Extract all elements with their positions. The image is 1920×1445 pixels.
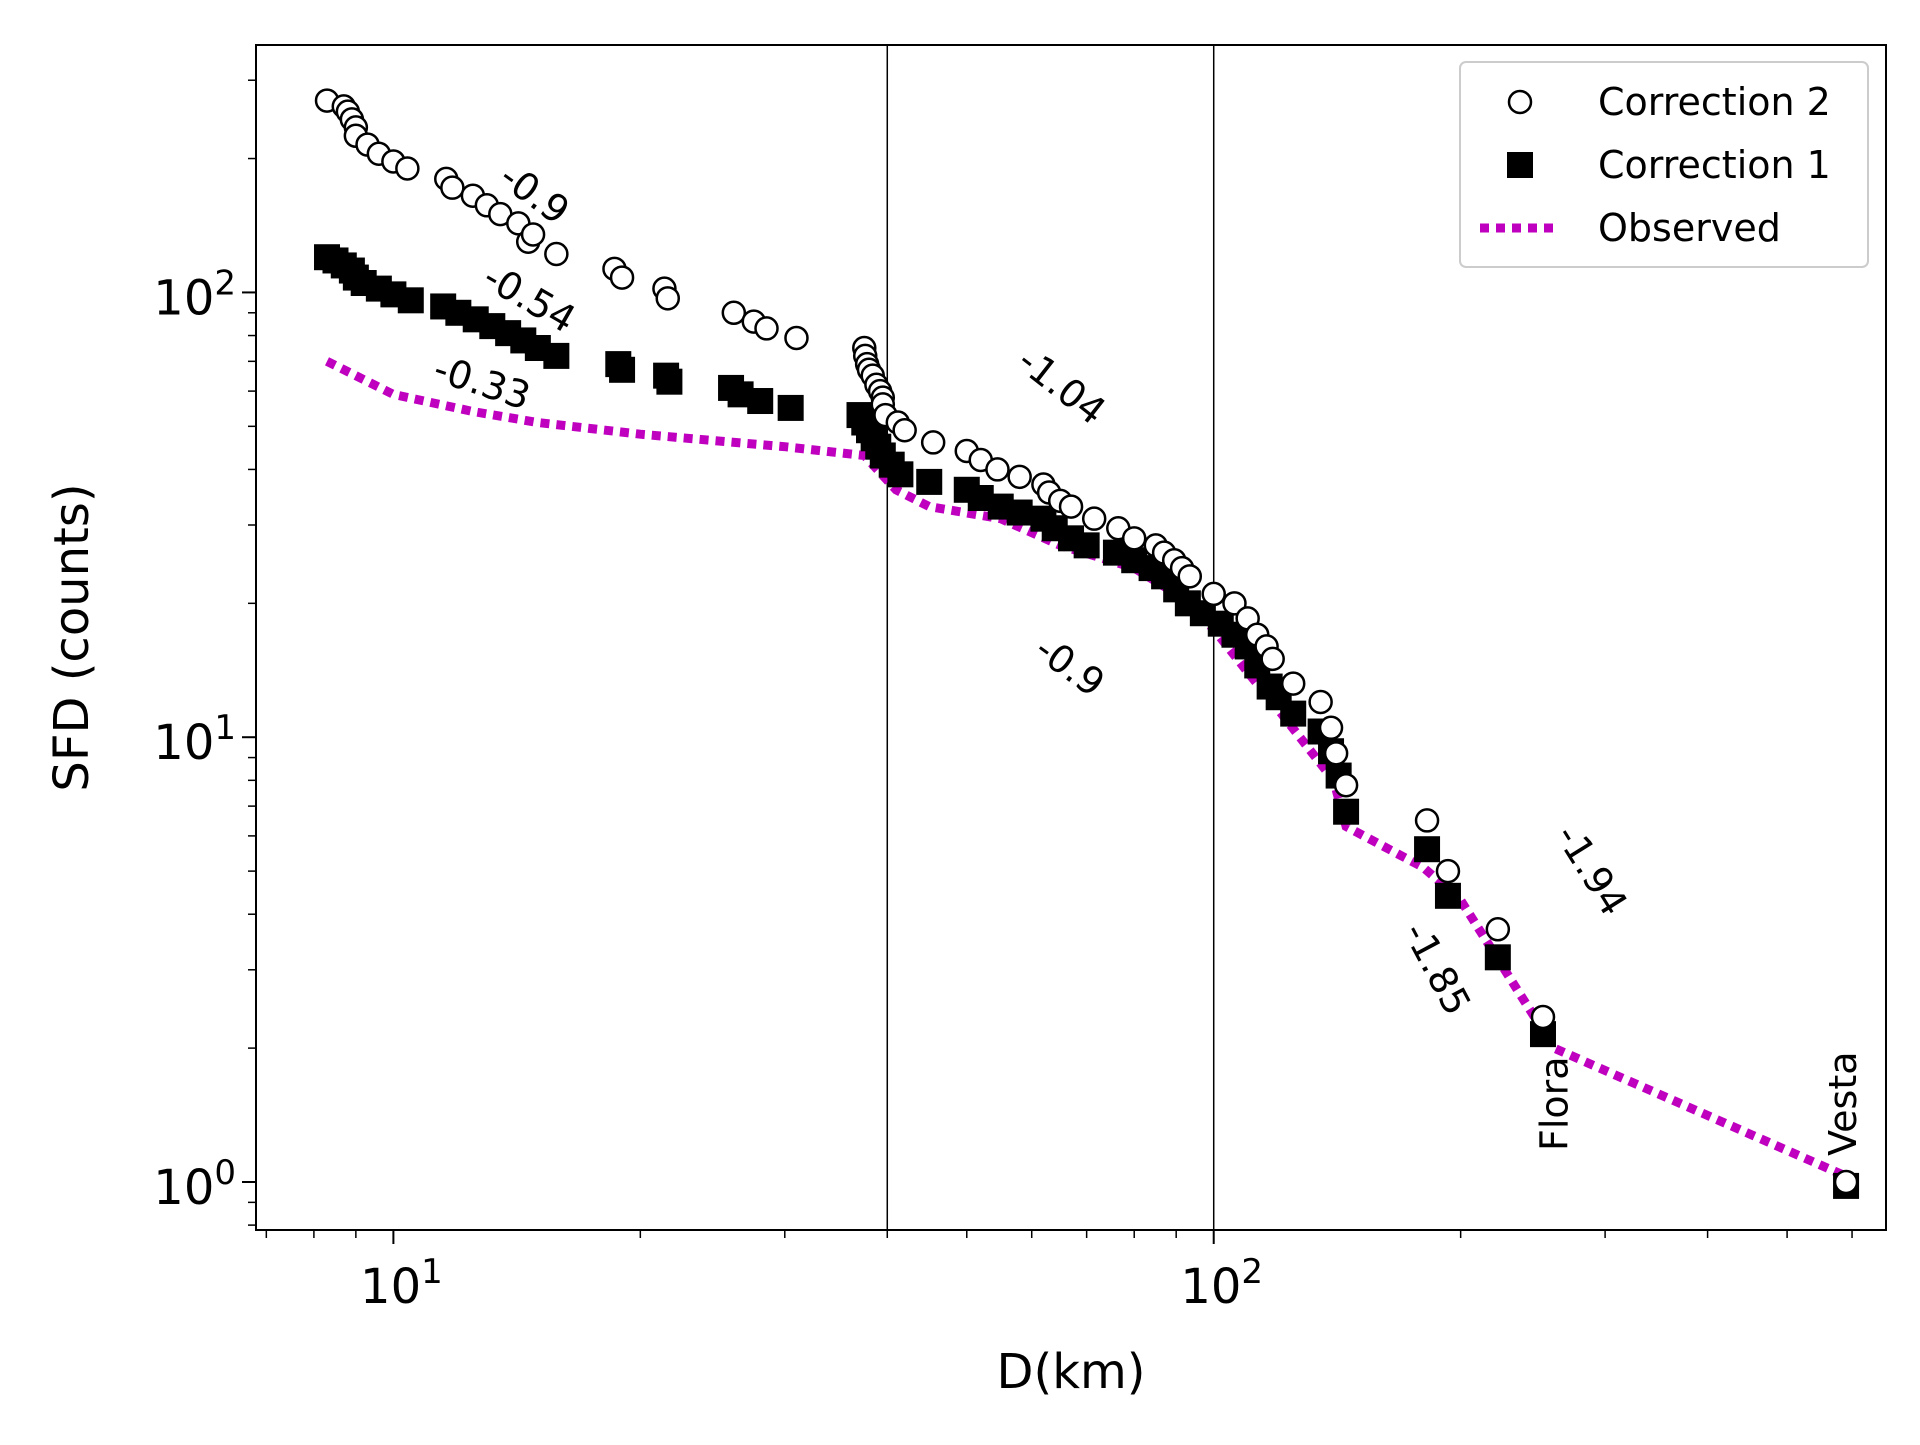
minor-ticks <box>248 79 1853 1238</box>
y-tick-label-2: 102 <box>153 263 236 326</box>
legend-entry-correction-1: Correction 1 <box>1507 143 1831 187</box>
series-observed <box>324 357 1848 1181</box>
data-point-correction-2-11 <box>440 175 465 200</box>
major-ticks <box>242 291 1215 1244</box>
data-point-correction-2-38 <box>892 417 917 443</box>
x-axis-label: D(km) <box>997 1344 1146 1400</box>
data-point-correction-2-25 <box>754 316 779 341</box>
legend-entry-correction-2: Correction 2 <box>1507 80 1831 124</box>
data-point-correction-2-61 <box>1260 646 1285 672</box>
data-point-correction-2-64 <box>1318 715 1344 741</box>
data-point-correction-2-69 <box>1485 917 1511 942</box>
series-correction-2 <box>314 88 1859 1195</box>
data-point-correction-2-42 <box>985 457 1010 482</box>
data-point-correction-2-57 <box>1222 591 1247 616</box>
data-point-correction-2-48 <box>1081 506 1107 531</box>
x-tick-label-0: 101 <box>360 1252 443 1315</box>
data-point-correction-2-39 <box>920 430 946 455</box>
data-point-correction-2-18 <box>544 241 569 267</box>
series-layer <box>314 88 1860 1199</box>
data-point-correction-2-63 <box>1308 689 1333 715</box>
legend-marker-correction-1 <box>1507 152 1533 178</box>
y-tick-label-0: 100 <box>153 1153 236 1216</box>
data-point-correction-2-70 <box>1530 1004 1556 1030</box>
data-point-correction-1-60 <box>1414 836 1441 863</box>
data-point-correction-2-66 <box>1333 772 1359 798</box>
tick-labels: 101 102 100 101 102 <box>153 263 1263 1315</box>
x-tick-label-1: 102 <box>1180 1252 1263 1315</box>
data-point-correction-1-32 <box>887 461 914 488</box>
legend-marker-correction-2 <box>1507 89 1533 115</box>
y-tick-label-1: 101 <box>153 708 236 771</box>
data-point-correction-2-62 <box>1280 671 1306 696</box>
legend-label-correction-2: Correction 2 <box>1598 80 1831 124</box>
data-point-correction-1-37 <box>1006 499 1033 526</box>
data-point-correction-2-17 <box>520 222 546 247</box>
legend-entry-observed: Observed <box>1480 206 1781 250</box>
legend-label-correction-1: Correction 1 <box>1598 143 1831 187</box>
data-point-correction-1-55 <box>1280 700 1307 727</box>
data-point-correction-1-33 <box>916 468 943 495</box>
data-point-correction-1-23 <box>747 388 774 415</box>
data-point-correction-1-41 <box>1073 532 1100 559</box>
legend-box <box>1459 61 1869 268</box>
data-point-correction-1-59 <box>1333 798 1360 825</box>
data-point-correction-2-55 <box>1177 564 1203 589</box>
data-point-correction-1-24 <box>777 394 804 421</box>
annotation-7: Flora <box>1532 1056 1576 1151</box>
series-line-observed <box>324 357 1848 1181</box>
data-point-correction-2-22 <box>655 286 681 311</box>
data-point-correction-2-71 <box>1833 1169 1859 1195</box>
data-point-correction-2-20 <box>609 265 635 290</box>
data-point-correction-2-26 <box>784 325 809 351</box>
data-point-correction-1-20 <box>656 368 683 395</box>
vertical-reference-lines <box>886 45 1215 1230</box>
data-point-correction-2-68 <box>1435 858 1461 884</box>
plot-frame <box>255 44 1887 1231</box>
data-point-correction-2-56 <box>1201 581 1226 607</box>
data-point-correction-2-23 <box>721 300 747 326</box>
data-point-correction-2-65 <box>1323 741 1349 766</box>
data-point-correction-2-67 <box>1414 808 1440 833</box>
annotation-8: Vesta <box>1821 1051 1865 1155</box>
data-point-correction-2-9 <box>395 156 420 181</box>
data-point-correction-1-18 <box>609 356 636 383</box>
data-point-correction-1-8 <box>397 287 424 314</box>
data-point-correction-2-50 <box>1121 526 1147 551</box>
series-correction-1 <box>314 244 1860 1199</box>
legend: Correction 2 Correction 1 Observed <box>1459 61 1869 268</box>
data-point-correction-1-16 <box>543 342 570 369</box>
y-axis-label: SFD (counts) <box>44 483 100 791</box>
data-point-correction-2-47 <box>1058 494 1084 519</box>
data-point-correction-2-43 <box>1007 464 1032 490</box>
data-point-correction-1-61 <box>1434 882 1461 909</box>
legend-label-observed: Observed <box>1598 206 1781 250</box>
data-point-correction-1-62 <box>1484 944 1511 971</box>
